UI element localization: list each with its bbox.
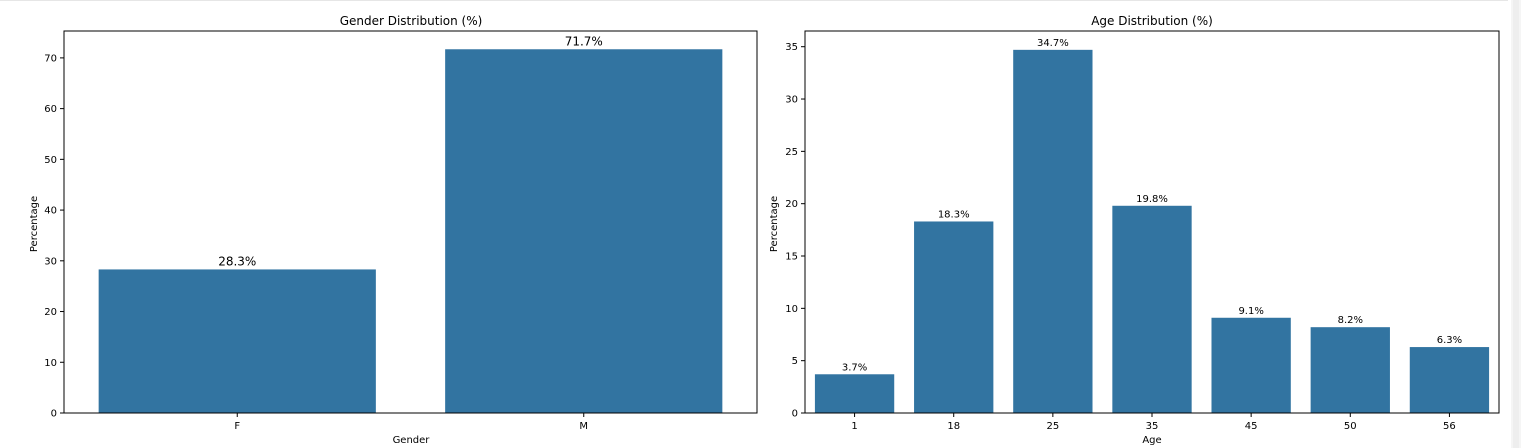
- bar-value-label: 18.3%: [938, 209, 970, 220]
- y-tick-label: 40: [44, 206, 57, 217]
- x-tick-label: 35: [1146, 421, 1159, 432]
- y-tick-label: 10: [44, 358, 57, 369]
- y-tick-label: 0: [792, 409, 798, 420]
- bar-value-label: 19.8%: [1136, 194, 1168, 205]
- y-tick-label: 15: [785, 252, 798, 263]
- bar-value-label: 9.1%: [1238, 306, 1263, 317]
- x-tick-label: 50: [1344, 421, 1357, 432]
- bar-value-label: 6.3%: [1437, 335, 1462, 346]
- bar-value-label: 34.7%: [1037, 38, 1069, 49]
- y-tick-label: 30: [785, 95, 798, 106]
- bar-value-label: 3.7%: [842, 362, 867, 373]
- age-chart: Age Distribution (%) Age Percentage 3.7%…: [769, 14, 1500, 446]
- bar-M: [445, 49, 723, 414]
- y-tick-label: 60: [44, 104, 57, 115]
- bar-value-label: 71.7%: [565, 34, 603, 48]
- plot-area: 28.3% F 71.7% M 0 10 20 30 40 50 60 70: [44, 30, 758, 432]
- bar-F: [98, 269, 376, 413]
- bar-value-label: 28.3%: [218, 254, 256, 268]
- y-tick-label: 30: [44, 256, 57, 267]
- y-axis-label: Percentage: [29, 196, 40, 252]
- chart-title: Age Distribution (%): [1091, 14, 1213, 28]
- bar-1: [814, 374, 895, 413]
- x-tick-label: 56: [1443, 421, 1456, 432]
- y-tick-label: 20: [44, 307, 57, 318]
- y-tick-label: 20: [785, 199, 798, 210]
- x-tick-label: 1: [851, 421, 857, 432]
- axes-frame: [63, 30, 758, 414]
- x-tick-label: 18: [947, 421, 960, 432]
- y-tick-label: 0: [51, 409, 57, 420]
- y-axis-label: Percentage: [769, 196, 780, 252]
- bar-56: [1409, 347, 1490, 413]
- x-tick-label: F: [234, 421, 240, 432]
- bar-18: [914, 221, 994, 413]
- y-tick-label: 50: [44, 155, 57, 166]
- plot-area: 3.7%118.3%1834.7%2519.8%359.1%458.2%506.…: [785, 30, 1500, 432]
- axes-frame: [804, 30, 1500, 414]
- x-tick-label: M: [579, 421, 588, 432]
- scrollbar-thumb[interactable]: [1513, 0, 1519, 448]
- x-tick-label: 25: [1046, 421, 1059, 432]
- y-tick-label: 10: [785, 304, 798, 315]
- y-tick-label: 35: [785, 42, 798, 53]
- bar-45: [1211, 317, 1291, 413]
- chart-title: Gender Distribution (%): [340, 14, 483, 28]
- x-tick-label: 45: [1245, 421, 1258, 432]
- vertical-scrollbar[interactable]: [1511, 0, 1521, 448]
- y-tick-label: 5: [792, 356, 798, 367]
- y-tick-label: 25: [785, 147, 798, 158]
- gender-chart: Gender Distribution (%) Gender Percentag…: [29, 14, 758, 446]
- bar-50: [1310, 327, 1390, 413]
- bar-35: [1112, 205, 1192, 413]
- bar-25: [1013, 49, 1093, 414]
- y-tick-label: 70: [44, 53, 57, 64]
- figure-top-rule: [0, 0, 1508, 1]
- x-axis-label: Age: [1142, 435, 1161, 446]
- x-axis-label: Gender: [393, 435, 431, 446]
- bar-value-label: 8.2%: [1338, 315, 1363, 326]
